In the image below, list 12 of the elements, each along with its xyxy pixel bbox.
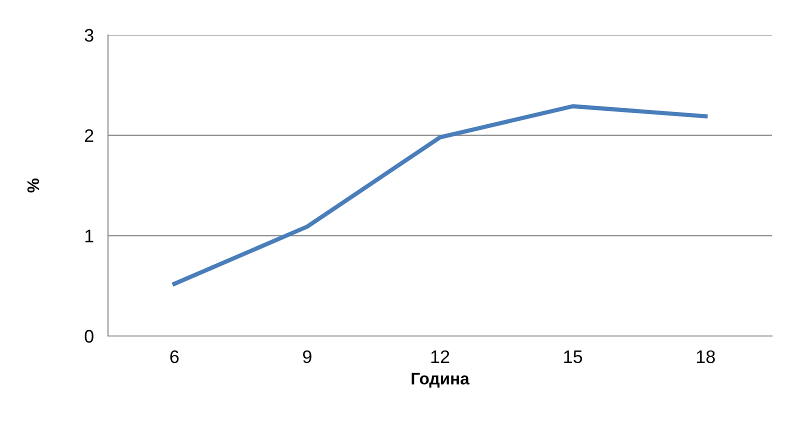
x-tick-label: 18 (696, 350, 715, 364)
y-axis-title: % (27, 178, 40, 192)
y-tick-label: 2 (84, 129, 94, 142)
x-tick-label: 9 (303, 350, 312, 364)
line-series (172, 104, 708, 286)
x-tick-label: 12 (431, 350, 450, 363)
x-tick-label: 6 (170, 350, 179, 364)
y-tick-label: 3 (84, 28, 94, 42)
x-axis-title: Година (412, 372, 470, 388)
y-tick-label: 1 (85, 230, 94, 242)
y-tick-label: 0 (84, 330, 94, 343)
x-tick-label: 15 (564, 350, 582, 364)
